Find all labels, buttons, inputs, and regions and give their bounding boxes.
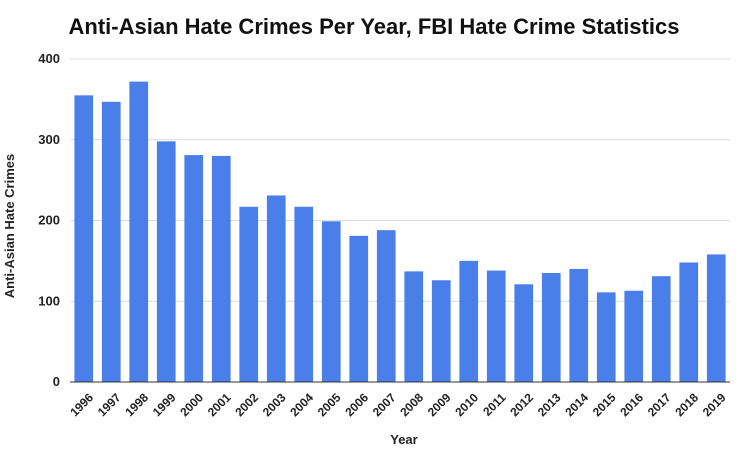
bar-2019 (706, 254, 726, 382)
bar-1999 (156, 141, 176, 382)
bar-2016 (624, 290, 644, 382)
bar-2013 (541, 272, 561, 382)
x-tick-label: 2004 (287, 390, 316, 419)
x-tick-label: 1997 (95, 390, 124, 419)
bar-2003 (266, 195, 286, 382)
x-tick-label: 2001 (205, 390, 234, 419)
gridlines (70, 58, 730, 302)
bar-2005 (321, 221, 341, 382)
bar-2015 (596, 292, 616, 382)
bar-1997 (101, 101, 121, 383)
x-tick-label: 2014 (562, 390, 591, 419)
y-tick-label: 0 (53, 374, 60, 389)
x-tick-label: 2016 (617, 390, 646, 419)
x-tick-label: 2006 (342, 390, 371, 419)
bar-2010 (459, 260, 479, 382)
x-tick-label: 2017 (645, 390, 674, 419)
bar-1998 (129, 81, 149, 383)
bar-2009 (431, 280, 451, 382)
x-tick-label: 2019 (700, 390, 729, 419)
x-tick-label: 2005 (315, 390, 344, 419)
bar-2008 (404, 271, 424, 382)
bar-2017 (651, 276, 671, 382)
x-tick-label: 2000 (177, 390, 206, 419)
x-axis-ticks: 1996199719981999200020012002200320042005… (67, 390, 729, 419)
x-tick-label: 2010 (452, 390, 481, 419)
bar-2001 (211, 155, 231, 382)
y-tick-label: 400 (38, 51, 60, 66)
x-tick-label: 2012 (507, 390, 536, 419)
bar-2012 (514, 284, 534, 382)
y-tick-label: 200 (38, 213, 60, 228)
bar-2014 (569, 268, 589, 382)
bars (74, 81, 726, 383)
y-axis-ticks: 0 100 200 300 400 (38, 51, 60, 389)
x-tick-label: 2013 (535, 390, 564, 419)
x-tick-label: 2015 (590, 390, 619, 419)
x-tick-label: 2007 (370, 390, 399, 419)
x-tick-label: 2008 (397, 390, 426, 419)
x-tick-label: 2009 (425, 390, 454, 419)
y-tick-label: 300 (38, 132, 60, 147)
x-tick-label: 2018 (672, 390, 701, 419)
x-tick-label: 1999 (150, 390, 179, 419)
bar-2000 (184, 155, 204, 382)
x-tick-label: 1996 (67, 390, 96, 419)
chart-title: Anti-Asian Hate Crimes Per Year, FBI Hat… (69, 14, 680, 39)
bar-2002 (239, 206, 259, 382)
x-tick-label: 1998 (122, 390, 151, 419)
y-axis-title: Anti-Asian Hate Crimes (2, 154, 17, 298)
bar-2018 (679, 262, 699, 382)
x-axis-title: Year (390, 432, 417, 447)
x-tick-label: 2011 (480, 390, 509, 419)
bar-2006 (349, 235, 369, 382)
x-tick-label: 2003 (260, 390, 289, 419)
bar-2004 (294, 206, 314, 382)
bar-2011 (486, 270, 506, 382)
x-tick-label: 2002 (232, 390, 261, 419)
bar-1996 (74, 95, 94, 383)
y-tick-label: 100 (38, 293, 60, 308)
bar-2007 (376, 230, 396, 382)
